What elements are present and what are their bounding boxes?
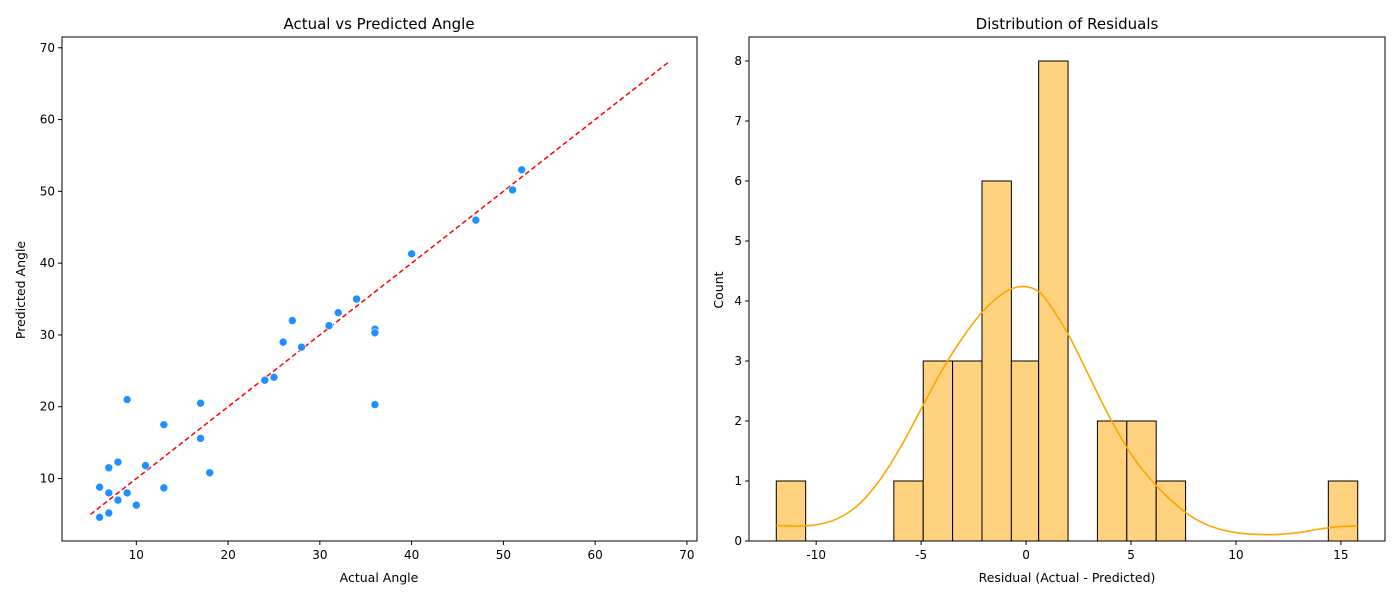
scatter-point [508,185,517,195]
scatter-point [205,468,215,478]
scatter-ytick-label: 10 [40,472,55,486]
histogram-xtick-label: 5 [1127,548,1135,562]
histogram-bars [775,60,1359,542]
histogram-bar [952,360,983,542]
scatter-point [159,420,169,429]
scatter-xtick-label: 20 [220,548,235,562]
scatter-point [132,500,141,510]
scatter-point [370,400,380,409]
histogram-ytick-label: 8 [734,54,742,68]
scatter-point [333,308,343,317]
scatter-point [104,508,114,518]
scatter-point [113,495,123,505]
histogram-xtick-label: 0 [1022,548,1030,562]
scatter-ytick-label: 60 [40,113,55,127]
histogram-bar [922,360,954,542]
scatter-xtick-label: 70 [679,548,694,562]
scatter-point [288,316,297,325]
histogram-bar [981,180,1012,542]
scatter-point [269,373,279,382]
scatter-xtick-label: 50 [496,548,511,562]
scatter-plot-frame [61,36,698,542]
scatter-point [370,328,380,338]
histogram-bar [775,480,807,542]
histogram-xtick-label: 10 [1228,548,1243,562]
scatter-point [196,434,205,443]
histogram-xtick-label: -10 [806,548,826,562]
histogram-bar [893,480,924,542]
scatter-point [352,294,361,304]
histogram-plot-frame [748,36,1386,542]
scatter-ytick-label: 30 [40,328,55,342]
histogram-ytick-label: 1 [734,474,742,488]
scatter-point [407,249,416,259]
scatter-point [104,488,114,498]
scatter-point [95,482,104,492]
histogram-panel: Distribution of Residuals Residual (Actu… [711,15,1386,585]
histogram-ytick-label: 6 [734,174,742,188]
scatter-xtick-label: 40 [404,548,419,562]
scatter-point [122,395,132,404]
scatter-point [324,321,334,330]
scatter-point [471,215,481,225]
histogram-bar [1327,480,1359,542]
scatter-point [517,165,527,175]
histogram-ytick-label: 5 [734,234,742,248]
scatter-point [95,513,104,522]
scatter-ticks: 10 20 30 40 50 60 70 10 20 30 40 50 60 70 [40,41,695,562]
scatter-point [278,337,288,347]
scatter-xlabel: Actual Angle [340,570,419,585]
histogram-ylabel: Count [711,271,726,308]
scatter-point [104,463,114,473]
scatter-panel: Actual vs Predicted Angle Actual Angle P… [13,15,698,585]
scatter-title: Actual vs Predicted Angle [283,15,474,33]
histogram-ytick-label: 4 [734,294,742,308]
scatter-point [196,398,205,408]
scatter-ytick-label: 50 [40,184,55,198]
scatter-point [141,461,150,470]
scatter-ytick-label: 70 [40,41,55,55]
histogram-bar [1010,360,1040,542]
scatter-xtick-label: 30 [312,548,327,562]
scatter-point [297,342,306,352]
histogram-xtick-label: 15 [1333,548,1348,562]
scatter-ytick-label: 40 [40,256,55,270]
scatter-ytick-label: 20 [40,400,55,414]
scatter-point [113,457,123,467]
scatter-points [89,61,670,522]
scatter-ylabel: Predicted Angle [13,241,28,340]
reference-line [89,61,670,516]
kde-curve [776,285,1358,536]
histogram-xtick-label: -5 [915,548,927,562]
scatter-xtick-label: 10 [129,548,144,562]
scatter-point [122,488,132,498]
histogram-bar [1038,60,1069,542]
scatter-xtick-label: 60 [588,548,603,562]
histogram-ytick-label: 0 [734,534,742,548]
scatter-point [260,375,270,385]
histogram-xlabel: Residual (Actual - Predicted) [979,570,1156,585]
histogram-ticks: -10 -5 0 5 10 15 0 1 2 3 4 5 6 7 8 [734,54,1348,562]
histogram-ytick-label: 2 [734,414,742,428]
histogram-ytick-label: 7 [734,114,742,128]
histogram-ytick-label: 3 [734,354,742,368]
histogram-title: Distribution of Residuals [976,15,1159,33]
scatter-point [159,483,169,493]
